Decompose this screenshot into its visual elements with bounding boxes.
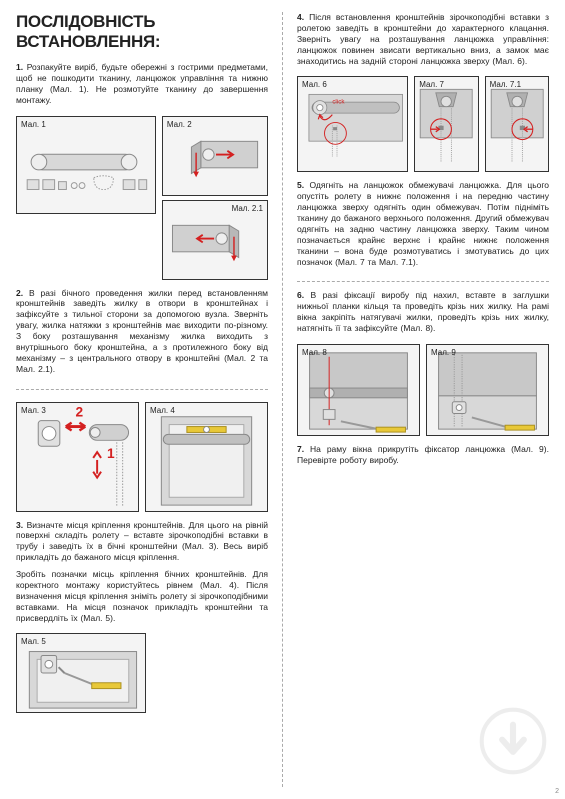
figure-9-label: Мал. 9 [431,348,456,357]
figure-9: Мал. 9 [426,344,549,436]
figure-2: Мал. 2 [162,116,268,196]
figure-5: Мал. 5 [16,633,146,713]
step-2-text: 2. В разі бічного проведення жилки перед… [16,288,268,375]
figure-7-1: Мал. 7.1 [485,76,549,172]
step-4-text: 4. Після встановлення кронштейнів зірочк… [297,12,549,66]
figure-2-1: Мал. 2.1 [162,200,268,280]
figure-8-label: Мал. 8 [302,348,327,357]
figure-3: Мал. 3 2 1 [16,402,139,512]
page-title: ПОСЛІДОВНІСТЬ ВСТАНОВЛЕННЯ: [16,12,268,52]
step-3-text-2: Зробіть позначки місць кріплення бічних … [16,569,268,623]
right-column: 4. Після встановлення кронштейнів зірочк… [297,12,549,787]
left-column: ПОСЛІДОВНІСТЬ ВСТАНОВЛЕННЯ: 1. Розпакуйт… [16,12,268,787]
step-7-text: 7. На раму вікна прикрутіть фіксатор лан… [297,444,549,466]
svg-text:1: 1 [107,445,115,460]
figure-7: Мал. 7 [414,76,478,172]
page-number: 2 [555,788,559,795]
cut-line-horizontal [16,389,268,390]
step-6-text: 6. В разі фіксації виробу під нахил, вст… [297,290,549,334]
cut-line-horizontal-2 [297,281,549,282]
figure-7-1-label: Мал. 7.1 [490,80,521,89]
step-1-text: 1. Розпакуйте виріб, будьте обережні з г… [16,62,268,106]
figure-3-label: Мал. 3 [21,406,46,415]
svg-text:2: 2 [76,404,84,419]
figure-4-label: Мал. 4 [150,406,175,415]
step-3-text-1: 3. Визначте місця кріплення кронштейнів.… [16,520,268,564]
figure-1-label: Мал. 1 [21,120,46,129]
figure-6-label: Мал. 6 [302,80,327,89]
figure-2-1-label: Мал. 2.1 [232,204,263,213]
figure-1: Мал. 1 [16,116,156,214]
figure-7-label: Мал. 7 [419,80,444,89]
step-5-text: 5. Одягніть на ланцюжок обмежувачі ланцю… [297,180,549,267]
click-label: click [332,99,345,106]
figure-5-label: Мал. 5 [21,637,46,646]
figure-8: Мал. 8 [297,344,420,436]
figure-6: Мал. 6 click [297,76,408,172]
figure-2-label: Мал. 2 [167,120,192,129]
cut-line-vertical [282,12,283,787]
watermark-icon [479,707,547,775]
figure-4: Мал. 4 [145,402,268,512]
